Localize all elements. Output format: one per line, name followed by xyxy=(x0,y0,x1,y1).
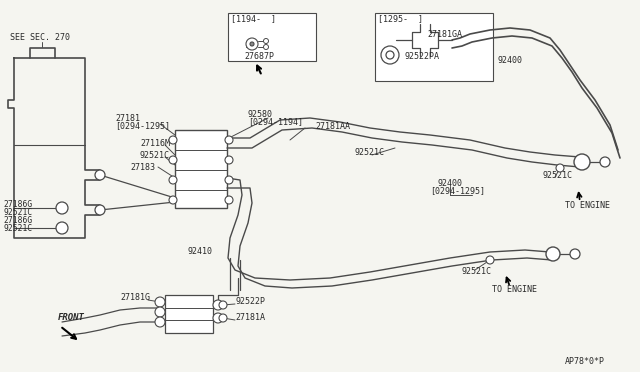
Circle shape xyxy=(56,202,68,214)
Circle shape xyxy=(225,136,233,144)
Circle shape xyxy=(225,176,233,184)
Circle shape xyxy=(169,136,177,144)
Bar xyxy=(228,13,316,61)
Circle shape xyxy=(155,307,165,317)
Circle shape xyxy=(95,170,105,180)
Circle shape xyxy=(246,38,258,50)
Circle shape xyxy=(155,297,165,307)
Text: 27181G: 27181G xyxy=(120,294,150,302)
Circle shape xyxy=(250,42,254,46)
Circle shape xyxy=(225,156,233,164)
Text: 27181A: 27181A xyxy=(235,314,265,323)
Bar xyxy=(375,13,493,81)
Text: AP78*0*P: AP78*0*P xyxy=(565,357,605,366)
Circle shape xyxy=(213,300,223,310)
Text: 92522PA: 92522PA xyxy=(405,51,440,61)
Circle shape xyxy=(381,46,399,64)
Circle shape xyxy=(219,314,227,322)
Circle shape xyxy=(386,51,394,59)
Text: [0294-1194]: [0294-1194] xyxy=(248,118,303,126)
Text: 92521C: 92521C xyxy=(543,170,573,180)
Text: 92521C: 92521C xyxy=(355,148,385,157)
Circle shape xyxy=(264,45,269,49)
Text: [1295-  ]: [1295- ] xyxy=(378,15,423,23)
Text: 92580: 92580 xyxy=(248,109,273,119)
Text: 92521C: 92521C xyxy=(462,267,492,276)
Circle shape xyxy=(219,301,227,309)
Circle shape xyxy=(225,196,233,204)
Text: 92521C: 92521C xyxy=(3,224,32,232)
Text: 27183: 27183 xyxy=(130,163,155,171)
Text: [0294-1295]: [0294-1295] xyxy=(115,122,170,131)
Circle shape xyxy=(264,38,269,44)
Text: 27186G: 27186G xyxy=(3,215,32,224)
Text: [1194-  ]: [1194- ] xyxy=(231,15,276,23)
Circle shape xyxy=(556,164,564,172)
Text: 27181GA: 27181GA xyxy=(427,29,462,38)
Text: SEE SEC. 270: SEE SEC. 270 xyxy=(10,32,70,42)
Text: 27181: 27181 xyxy=(115,113,140,122)
Circle shape xyxy=(546,247,560,261)
Bar xyxy=(165,295,213,333)
Circle shape xyxy=(155,317,165,327)
Text: 27181AA: 27181AA xyxy=(315,122,350,131)
Text: 92521C: 92521C xyxy=(140,151,170,160)
Text: 92400: 92400 xyxy=(498,55,523,64)
Text: 27186G: 27186G xyxy=(3,199,32,208)
Text: 27116M: 27116M xyxy=(140,138,170,148)
Text: TO ENGINE: TO ENGINE xyxy=(565,201,610,209)
Circle shape xyxy=(213,313,223,323)
Circle shape xyxy=(95,205,105,215)
Circle shape xyxy=(56,222,68,234)
Text: 27687P: 27687P xyxy=(244,51,274,61)
Text: 92410: 92410 xyxy=(188,247,213,257)
Circle shape xyxy=(169,176,177,184)
Circle shape xyxy=(600,157,610,167)
Circle shape xyxy=(169,156,177,164)
Text: 92521C: 92521C xyxy=(3,208,32,217)
Bar xyxy=(175,130,227,208)
Circle shape xyxy=(486,256,494,264)
Circle shape xyxy=(574,154,590,170)
Text: TO ENGINE: TO ENGINE xyxy=(492,285,537,295)
Text: [0294-1295]: [0294-1295] xyxy=(430,186,485,196)
Circle shape xyxy=(570,249,580,259)
Text: 92400: 92400 xyxy=(438,179,463,187)
Text: FRONT: FRONT xyxy=(58,314,85,323)
Circle shape xyxy=(169,196,177,204)
Text: 92522P: 92522P xyxy=(235,298,265,307)
